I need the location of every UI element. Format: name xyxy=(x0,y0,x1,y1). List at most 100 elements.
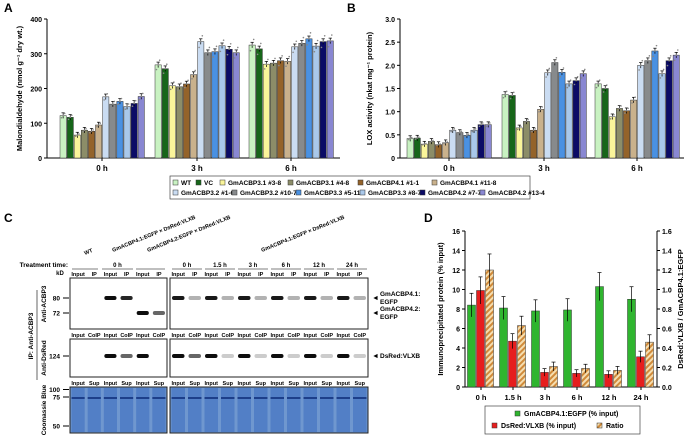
legend-swatch xyxy=(195,179,202,186)
x-tick-label: 3 h xyxy=(540,393,551,402)
coomassie-band xyxy=(87,397,101,399)
bar xyxy=(594,83,602,159)
data-point xyxy=(580,77,583,79)
coomassie-band xyxy=(303,397,317,399)
band-gmacbp41-egfp xyxy=(188,296,201,300)
data-point xyxy=(293,46,296,48)
data-point xyxy=(178,85,181,88)
data-point xyxy=(576,75,579,78)
data-point xyxy=(329,40,332,42)
bar xyxy=(109,103,117,159)
x-tick-label: 6 h xyxy=(572,393,583,402)
data-point xyxy=(140,95,142,98)
data-point xyxy=(457,132,460,135)
data-point xyxy=(187,79,189,82)
data-point xyxy=(532,129,535,131)
panel-d: D 0 2 4 6 8 10 12 14 16 0.0 0.2 0.4 0.6 0.8 1.0 1.2 1.4 1.… xyxy=(424,211,685,435)
data-point xyxy=(113,100,116,103)
band-dsred-vlxb xyxy=(172,354,185,358)
bar xyxy=(406,138,414,159)
data-point xyxy=(518,127,521,129)
bar xyxy=(463,135,471,159)
lane-label: Input xyxy=(337,381,351,387)
data-point xyxy=(208,46,211,49)
panel-c-western-blot: C WT GmACBP4.1:EGFP × DsRed:VLXB GmACBP4.2:… xyxy=(4,211,420,435)
blot-anti-acbp3-right xyxy=(169,277,369,330)
y-tick-label-right: 0.6 xyxy=(662,327,672,334)
data-point xyxy=(652,55,655,58)
coomassie-band xyxy=(221,397,235,399)
lane-label: Input xyxy=(205,381,219,387)
coomassie-lane xyxy=(188,388,202,432)
arrow-icon: ◄ xyxy=(372,295,379,302)
lane-label: CoIP xyxy=(188,333,201,339)
data-point xyxy=(279,59,282,62)
data-point xyxy=(155,68,158,71)
data-point xyxy=(647,59,649,62)
data-point xyxy=(162,72,165,74)
band-dsred-vlxb xyxy=(136,354,149,358)
legend-swatch xyxy=(231,189,238,196)
coomassie-lane xyxy=(152,388,166,432)
genotype-label: WT xyxy=(84,248,95,257)
data-point xyxy=(164,67,166,70)
legend-swatch xyxy=(596,422,603,429)
panel-label: B xyxy=(347,1,356,15)
data-point xyxy=(201,34,204,37)
data-point xyxy=(104,96,107,98)
data-point xyxy=(513,91,515,94)
legend-label: GmACBP3.1 #4-8 xyxy=(296,180,349,187)
y-tick-label-right: 0.0 xyxy=(662,385,672,392)
lane-label: Sup xyxy=(355,381,366,387)
data-point xyxy=(177,89,179,92)
coomassie-band xyxy=(136,397,150,399)
y-tick-label: 0.5 xyxy=(385,133,395,140)
data-point xyxy=(409,137,411,140)
lane-label: Sup xyxy=(289,381,300,387)
data-point xyxy=(63,112,66,115)
bar xyxy=(601,88,609,159)
data-point xyxy=(76,134,79,136)
data-point xyxy=(524,122,526,125)
data-point xyxy=(60,116,63,119)
data-point xyxy=(302,36,305,39)
coomassie-lane xyxy=(136,388,150,432)
data-point xyxy=(74,135,77,138)
bar xyxy=(88,130,95,159)
x-tick-label: 0 h xyxy=(476,393,487,402)
x-tick-label: 1.5 h xyxy=(504,393,522,402)
data-point xyxy=(173,81,175,83)
coomassie-band xyxy=(320,397,334,399)
legend-swatch xyxy=(514,410,521,417)
band-gmacbp41-egfp xyxy=(120,296,133,300)
data-point xyxy=(568,83,570,85)
data-point xyxy=(609,118,612,120)
lane-label: IP xyxy=(92,272,98,278)
bar xyxy=(168,85,176,159)
data-point xyxy=(299,48,302,50)
marker-label: 72 xyxy=(53,311,61,318)
data-point xyxy=(315,45,317,47)
legend-label: GmACBP3.3 #8-7 xyxy=(368,190,421,197)
bar xyxy=(644,60,652,159)
lane-label: Input xyxy=(205,272,219,278)
time-label: 3 h xyxy=(249,263,258,269)
data-point xyxy=(554,61,556,64)
bar xyxy=(551,62,559,159)
data-point xyxy=(199,40,202,43)
data-point xyxy=(271,67,273,69)
lane-label: Input xyxy=(172,333,186,339)
bar xyxy=(508,95,516,159)
data-point xyxy=(552,66,554,69)
y-tick-label: 8 xyxy=(456,307,460,314)
panel-label: C xyxy=(4,211,13,225)
y-tick-label: 1.0 xyxy=(385,110,395,117)
lane-label: IP xyxy=(324,272,330,278)
lane-label: CoIP xyxy=(254,333,267,339)
data-point xyxy=(443,142,445,145)
bar xyxy=(270,62,277,159)
data-point xyxy=(641,59,644,62)
data-point xyxy=(548,67,551,70)
legend-ab: WT VC GmACBP3.1 #3-8 GmACBP3.1 #4-8 GmACBP4.… xyxy=(169,175,545,200)
y-tick-label: 12 xyxy=(452,268,460,275)
